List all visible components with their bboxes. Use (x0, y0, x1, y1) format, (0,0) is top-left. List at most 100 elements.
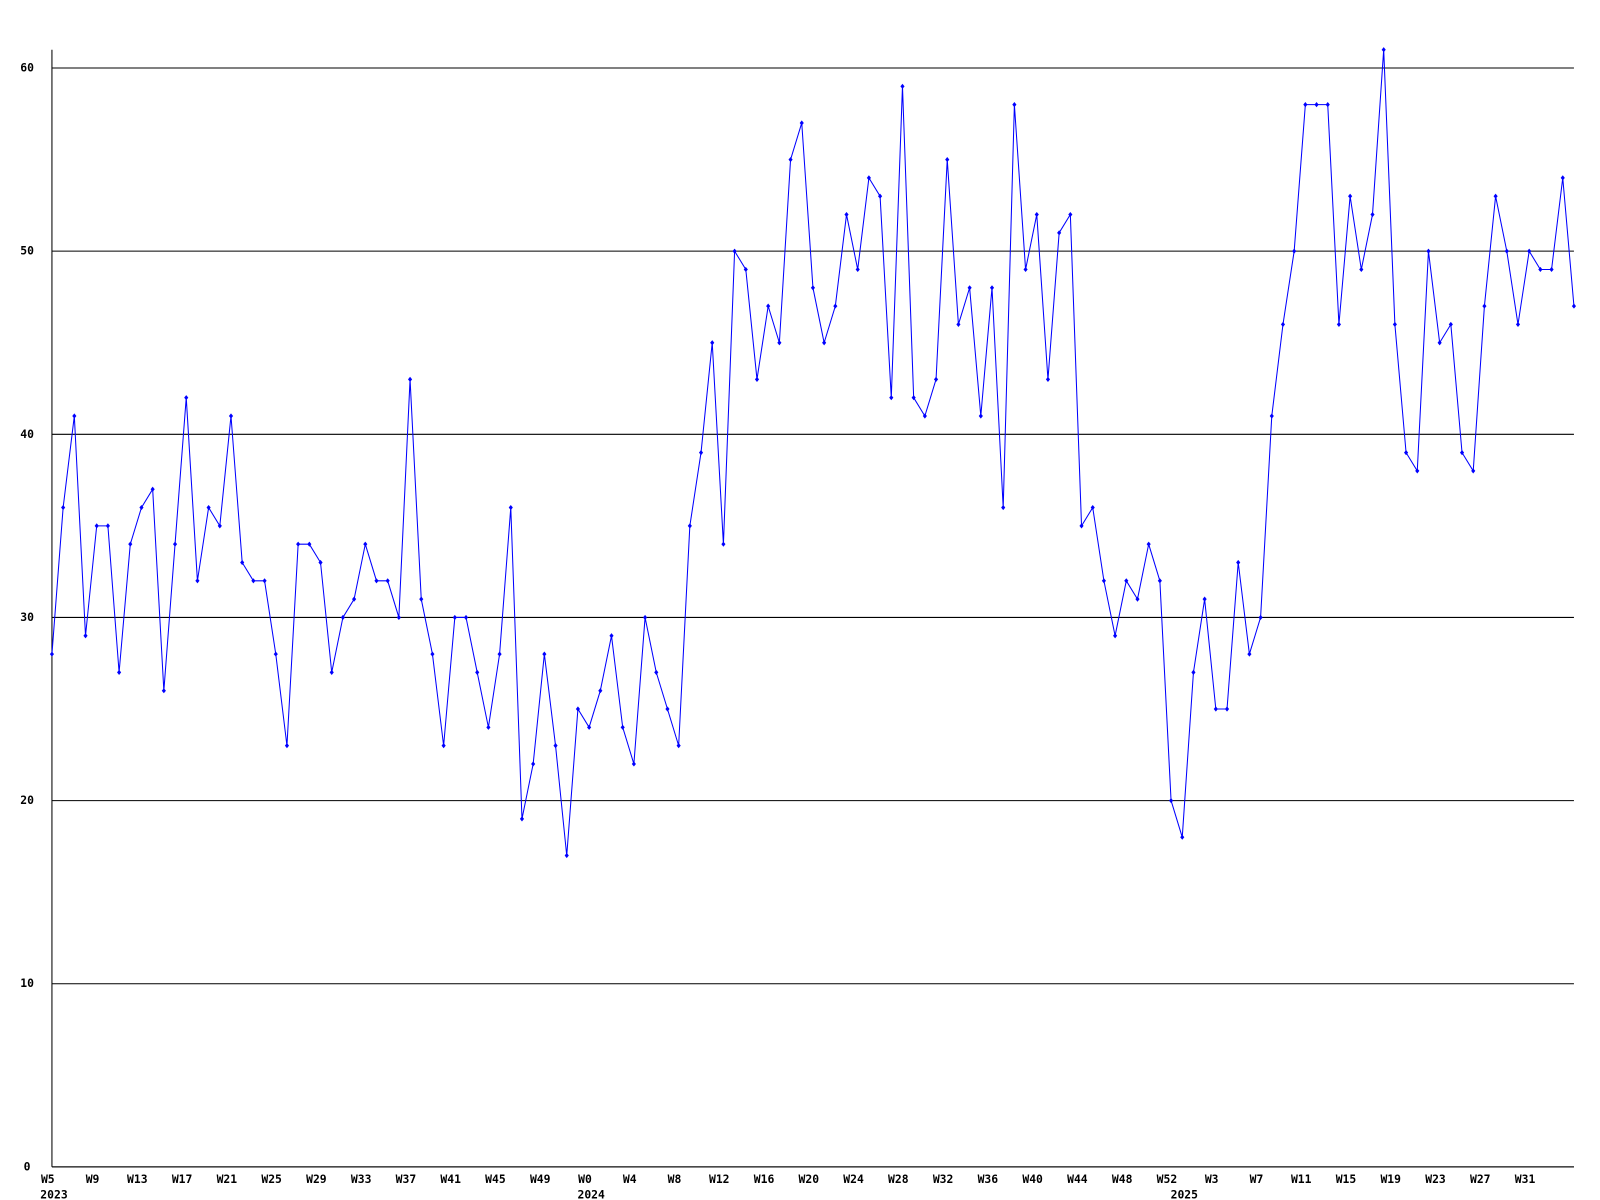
data-point (810, 285, 816, 291)
data-point (1314, 102, 1319, 108)
data-point (1392, 321, 1397, 328)
data-point (251, 578, 256, 584)
data-point (698, 450, 704, 456)
data-point (553, 743, 558, 749)
data-point (609, 633, 614, 639)
data-point (1012, 102, 1017, 108)
data-point (1101, 578, 1106, 584)
data-point (900, 83, 905, 89)
data-point (1168, 797, 1174, 804)
data-point (273, 651, 278, 657)
y-tick-label: 30 (20, 610, 34, 624)
x-tick-label: W15 (1336, 1172, 1357, 1186)
data-point (139, 504, 144, 511)
data-point (463, 614, 469, 621)
data-point (1023, 266, 1028, 273)
data-point (1437, 340, 1442, 346)
data-point (1001, 504, 1006, 511)
y-tick-label: 60 (20, 61, 34, 75)
data-point (262, 578, 267, 584)
x-tick-label: W9 (86, 1172, 100, 1186)
data-point (1191, 669, 1196, 675)
x-tick-label: W24 (843, 1172, 864, 1186)
data-point (385, 578, 390, 584)
data-point (844, 211, 849, 218)
data-point (1504, 248, 1509, 254)
data-point (1157, 578, 1162, 584)
data-point (475, 669, 480, 675)
x-tick-label: W45 (485, 1172, 506, 1186)
data-point (105, 523, 110, 529)
y-tick-label: 40 (20, 427, 34, 441)
data-point (922, 413, 927, 419)
x-tick-label: W52 (1157, 1172, 1178, 1186)
data-point (1146, 541, 1151, 547)
data-point (284, 743, 290, 749)
data-point (1471, 468, 1476, 474)
data-point (374, 578, 379, 584)
data-point (799, 120, 804, 126)
x-tick-label: W23 (1425, 1172, 1446, 1186)
data-point (396, 614, 401, 621)
data-point (1538, 266, 1543, 273)
data-point (184, 395, 189, 401)
data-point (1202, 596, 1207, 602)
x-tick-label: W32 (933, 1172, 954, 1186)
x-tick-label: W5 (41, 1172, 55, 1186)
data-point (1292, 248, 1297, 254)
year-label: 2025 (1171, 1187, 1199, 1200)
data-point (1560, 175, 1565, 181)
data-point (788, 156, 793, 163)
y-tick-label: 50 (20, 244, 34, 258)
data-point (1404, 450, 1409, 456)
data-point (228, 413, 234, 419)
y-tick-label: 10 (20, 976, 34, 990)
data-point (441, 743, 446, 749)
data-point (452, 614, 457, 621)
data-point (486, 724, 491, 730)
data-point (989, 285, 995, 291)
data-point (1124, 578, 1129, 584)
x-tick-label: W36 (978, 1172, 999, 1186)
data-point (822, 340, 827, 346)
x-tick-label: W40 (1022, 1172, 1043, 1186)
x-tick-label: W33 (351, 1172, 372, 1186)
x-tick-label: W7 (1250, 1172, 1264, 1186)
data-point (1180, 834, 1185, 840)
x-tick-label: W20 (799, 1172, 820, 1186)
data-point (643, 614, 648, 621)
x-tick-label: W13 (127, 1172, 148, 1186)
data-point (49, 651, 55, 657)
x-tick-label: W19 (1380, 1172, 1401, 1186)
data-point (878, 193, 883, 199)
x-tick-label: W12 (709, 1172, 730, 1186)
data-point (866, 175, 871, 181)
data-point (150, 486, 155, 492)
data-point (620, 724, 625, 730)
data-point (206, 504, 211, 511)
data-point (1571, 303, 1577, 309)
x-tick-label: W31 (1515, 1172, 1536, 1186)
data-point (1348, 193, 1353, 199)
data-point (497, 651, 502, 657)
x-tick-label: W17 (172, 1172, 193, 1186)
data-point (631, 761, 636, 767)
data-point (1236, 559, 1241, 566)
data-point (329, 669, 334, 675)
data-point (855, 266, 860, 273)
x-tick-label: W49 (530, 1172, 551, 1186)
data-point (318, 559, 323, 566)
data-point (956, 321, 961, 328)
data-point (1068, 211, 1073, 218)
x-tick-label: W41 (440, 1172, 461, 1186)
data-point (542, 651, 547, 657)
data-point (945, 156, 950, 163)
y-tick-label: 0 (24, 1159, 31, 1173)
data-point (430, 651, 435, 657)
data-point (1336, 321, 1341, 328)
x-tick-label: W0 (578, 1172, 592, 1186)
data-point (172, 541, 178, 547)
data-point (1549, 266, 1554, 273)
data-point (1527, 248, 1532, 254)
